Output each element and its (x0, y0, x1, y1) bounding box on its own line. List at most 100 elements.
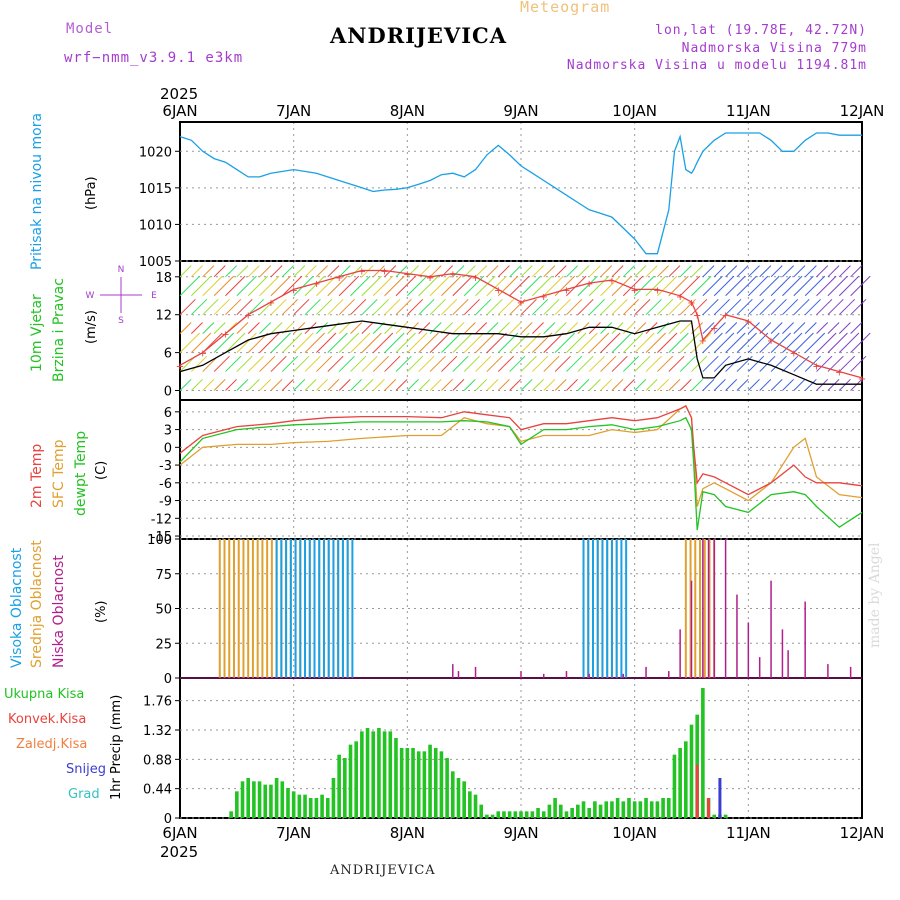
wind-gust-marker: + (380, 266, 388, 277)
total-precip-bar (536, 808, 540, 818)
wind-barb (759, 265, 772, 278)
temp2m-line (179, 405, 863, 496)
pressure-tick-label: 1005 (139, 255, 172, 270)
wind-barb (270, 265, 283, 278)
total-precip-bar (303, 794, 307, 818)
wind-barb (804, 275, 826, 297)
wind-barb (600, 298, 617, 316)
total-precip-bar (644, 798, 648, 818)
wind-barb (406, 275, 428, 297)
wind-barb (679, 355, 696, 372)
wind-barb (566, 322, 579, 335)
wind-barb (782, 378, 794, 391)
wind-barb (270, 378, 283, 391)
wind-barb (247, 322, 260, 335)
wind-barb (304, 378, 317, 391)
wind-barb (850, 322, 863, 335)
wind-barb (827, 378, 840, 391)
wind-barb (179, 332, 200, 353)
wind-barb (816, 378, 829, 391)
total-precip-bar (320, 794, 324, 818)
wind-barb (384, 298, 401, 316)
total-precip-bar (343, 758, 347, 818)
year-top: 2025 (160, 85, 198, 103)
wind-barb (395, 355, 412, 372)
wind-barb (645, 265, 658, 278)
wind-barb (566, 378, 579, 391)
total-precip-bar (263, 784, 268, 818)
wind-barb (213, 378, 226, 391)
wind-barb (543, 298, 560, 316)
total-precip-bar (365, 728, 370, 818)
wind-barb (600, 332, 621, 353)
wind-barb (747, 265, 760, 278)
wind-barb (747, 322, 760, 335)
wind-barb (554, 322, 567, 335)
total-precip-bar (581, 801, 586, 818)
wind-barb (509, 355, 526, 372)
wind-barb (634, 265, 647, 278)
wind-barb (316, 332, 337, 353)
total-precip-bar (314, 798, 319, 818)
total-precip-bar (576, 804, 580, 818)
wind-barb (532, 275, 553, 297)
wind-barb (588, 332, 610, 353)
wind-barb (827, 275, 848, 297)
total-precip-bar (684, 741, 688, 818)
wind-barb (202, 275, 223, 297)
wind-gust-marker: + (403, 270, 411, 281)
wind-barb (691, 265, 704, 278)
total-precip-bar (269, 784, 273, 818)
model-altitude-label: Nadmorska Visina u modelu 1194.81m (566, 58, 867, 73)
wind-barb (634, 322, 647, 335)
wind-barb (657, 355, 674, 372)
wind-barb (827, 322, 840, 335)
wind-gust-marker: + (676, 292, 684, 303)
legend-total-precip: Ukupna Kisa (4, 687, 85, 702)
wind-barb (179, 378, 192, 391)
wind-barb (759, 378, 772, 391)
total-precip-bar (513, 811, 518, 818)
wind-barb (406, 265, 419, 278)
total-precip-bar (240, 781, 245, 818)
wind-gust-marker: + (585, 279, 593, 290)
total-precip-bar (712, 814, 717, 818)
wind-barb (361, 265, 374, 278)
wind-barb (463, 355, 480, 372)
total-precip-bar (405, 748, 410, 818)
wind-barb (816, 275, 837, 297)
wind-barb (429, 378, 442, 391)
wind-barb (679, 275, 701, 297)
wind-gust-marker: + (790, 349, 798, 360)
wind-barb (850, 378, 863, 391)
x-tick-label-top: 11JAN (726, 102, 771, 120)
wind-barb (247, 275, 269, 297)
wind-barb (543, 332, 564, 353)
total-precip-bar (337, 754, 341, 818)
wind-barb (725, 265, 738, 278)
total-precip-bar (541, 811, 546, 818)
x-tick-label-top: 7JAN (276, 102, 311, 120)
wind-barb (486, 298, 503, 316)
wind-gust-marker: + (449, 270, 457, 281)
wind-barb (543, 378, 556, 391)
wind-compass: N S W E (86, 265, 158, 326)
wind-barb (361, 298, 378, 316)
wind-barb (338, 378, 351, 391)
wind-barb (634, 332, 655, 353)
wind-barb (668, 322, 681, 335)
wind-barb (225, 275, 246, 297)
wind-barb (361, 322, 374, 335)
wind-barb (657, 275, 678, 297)
total-precip-bar (530, 811, 535, 818)
wind-barb (452, 332, 473, 353)
total-precip-bar (610, 801, 614, 818)
wind-barb (611, 265, 624, 278)
wind-barb (293, 265, 306, 278)
total-precip-bar (462, 781, 466, 818)
wind-barb (191, 322, 203, 335)
wind-barb (782, 322, 794, 335)
total-precip-bar (672, 754, 677, 818)
altitude-label: Nadmorska Visina 779m (681, 41, 867, 56)
